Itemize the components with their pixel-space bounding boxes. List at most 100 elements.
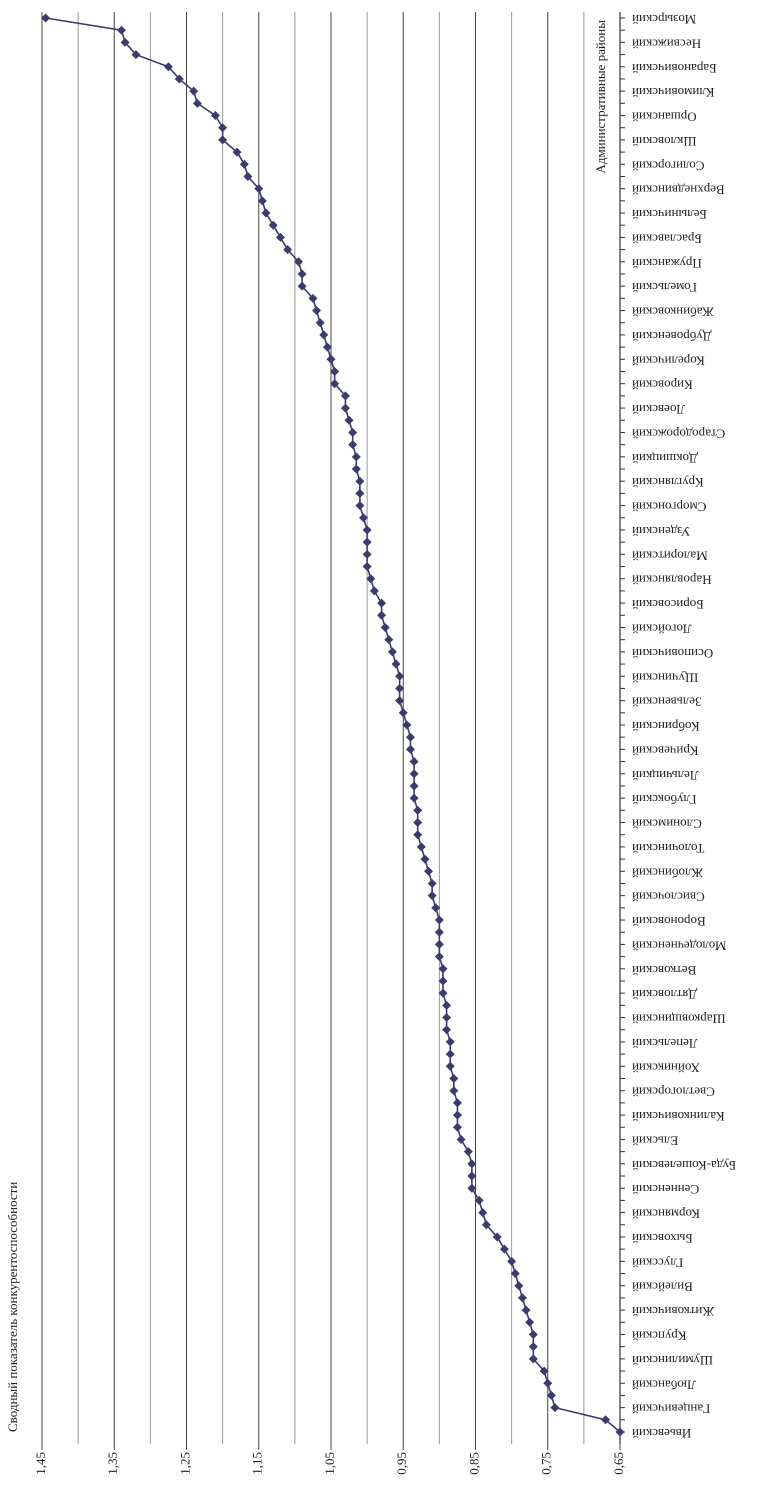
marker [510,1269,520,1279]
marker [322,342,332,352]
marker [163,62,173,72]
marker [449,1074,459,1083]
marker [131,50,141,60]
x-tick-label: Лоевский [632,402,685,417]
x-tick-label: Кричевский [632,743,699,758]
x-tick-label: Шумилинский [632,1353,713,1368]
x-tick-label: Кореличский [632,353,705,368]
marker [492,1232,502,1242]
marker [431,903,441,913]
x-tick-label: Барановичский [632,61,717,76]
marker [474,1195,484,1205]
marker [254,184,264,194]
x-tick-label: Узденский [632,524,690,539]
marker [391,659,401,669]
marker [395,683,405,693]
marker [344,415,354,425]
y-tick-label: 1,45 [33,1452,48,1475]
marker [398,708,408,718]
x-tick-label: Наровлянский [632,573,712,588]
marker [517,1293,527,1303]
marker [456,1134,466,1144]
x-tick-label: Стародорожский [632,426,725,441]
marker [275,232,285,242]
x-tick-label: Вилейский [632,1280,693,1295]
x-tick-label: Ельский [632,1133,678,1148]
x-tick-label: Кобринский [632,719,700,734]
marker [452,1110,462,1120]
marker [550,1403,560,1413]
marker [427,891,437,901]
x-tick-label: Толочинский [632,841,704,856]
marker [467,1159,477,1169]
marker [377,598,387,608]
marker [525,1317,535,1327]
x-tick-label: Быховский [632,1231,693,1246]
y-tick-label: 0,65 [611,1452,626,1475]
marker [340,403,350,413]
marker [315,318,325,328]
x-tick-label: Гомельский [632,280,697,295]
marker [528,1354,538,1364]
marker [442,1025,452,1035]
x-tick-label: Лепельский [632,1036,698,1051]
marker [312,306,322,316]
marker [189,86,199,96]
x-tick-label: Ветковский [632,963,696,978]
marker [366,574,376,584]
marker [308,293,318,303]
x-tick-label: Калинковичский [632,1109,725,1124]
marker [362,525,372,535]
marker [434,915,444,925]
x-tick-label: Кировский [632,378,693,393]
marker [340,391,350,401]
x-tick-label: Круглянский [632,475,704,490]
y-tick-label: 1,25 [177,1452,192,1475]
y-tick-label: 0,85 [466,1452,481,1475]
marker [409,781,419,791]
x-tick-label: Малоритский [632,548,708,563]
marker [434,939,444,949]
x-tick-label: Логойский [632,621,692,636]
marker [445,1049,455,1059]
x-tick-label: Докшицкий [632,451,698,466]
marker [362,537,372,547]
x-tick-label: Верхнедвинский [632,183,725,198]
x-tick-label: Шкловский [632,134,697,149]
marker [268,220,278,230]
x-tick-label: Осиповичский [632,646,713,661]
x-tick-label: Житковичский [632,1304,714,1319]
marker [261,208,271,218]
marker [380,622,390,632]
marker [210,111,220,121]
marker [528,1329,538,1339]
marker [351,464,361,474]
marker [243,171,253,181]
marker [445,1037,455,1047]
marker [319,330,329,340]
marker [434,927,444,937]
marker [478,1208,488,1218]
x-tick-label: Мозырский [632,12,696,27]
marker [359,513,369,523]
marker [413,805,423,815]
marker [463,1147,473,1157]
x-tick-label: Дубровенский [632,329,712,344]
marker [499,1244,509,1254]
marker [330,367,340,376]
x-tick-label: Молодечненский [632,938,727,953]
marker [601,1415,611,1425]
marker [409,769,419,779]
marker [438,976,448,986]
x-tick-label: Буда-Кошелевский [632,1158,736,1173]
y-tick-label: 1,15 [250,1452,265,1475]
marker [330,379,340,389]
x-tick-label: Зельвенский [632,695,702,710]
x-tick-label: Любанский [632,1377,696,1392]
marker [452,1122,462,1132]
x-tick-label: Ганцевичский [632,1402,710,1417]
marker [120,37,130,47]
marker [514,1281,524,1291]
marker [297,281,307,291]
marker [387,647,397,657]
